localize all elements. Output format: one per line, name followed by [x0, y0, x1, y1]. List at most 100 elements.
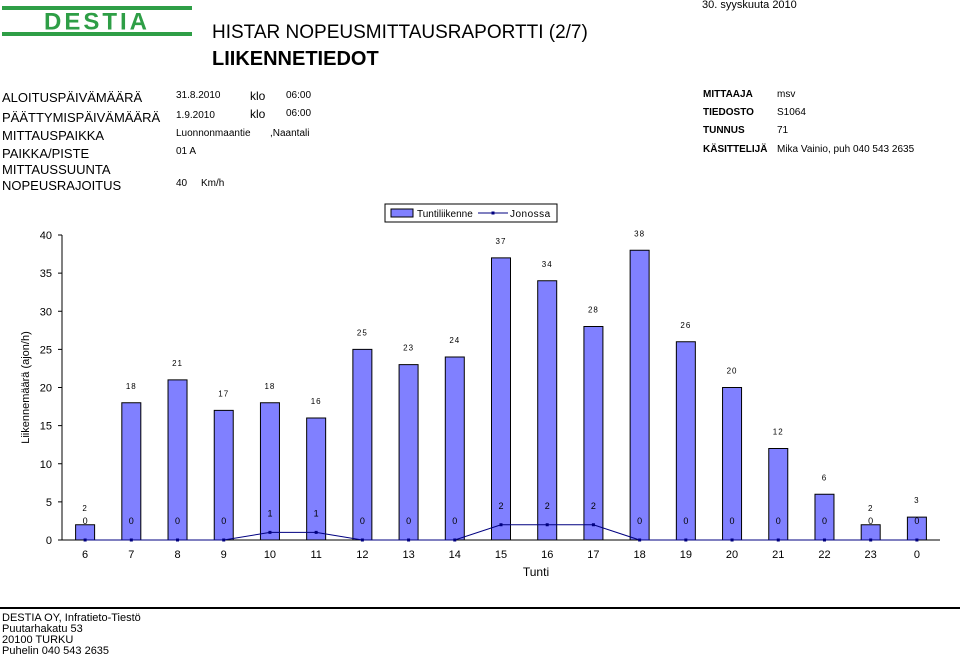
- queue-label: 2: [591, 501, 596, 511]
- bar-14: [444, 356, 465, 541]
- bar-label: 2: [82, 504, 87, 513]
- x-tick-label: 0: [914, 549, 920, 561]
- direction-label: MITTAUSSUUNTA: [2, 162, 111, 177]
- end-time-value: 06:00: [286, 108, 312, 119]
- footer-company: DESTIA OY, Infratieto-Tiestö: [2, 612, 141, 624]
- y-tick-label: 30: [40, 306, 52, 318]
- y-tick-label: 5: [46, 497, 52, 509]
- bar-label: 21: [172, 359, 183, 368]
- y-axis-label: Liikennemäärä (ajon/h): [20, 331, 32, 444]
- queue-label: 0: [360, 516, 365, 526]
- bar-17: [583, 326, 604, 541]
- bar-label: 6: [822, 473, 827, 482]
- bar-23: [860, 524, 881, 541]
- queue-label: 0: [637, 516, 642, 526]
- queue-point: [314, 530, 318, 534]
- x-tick-label: 9: [221, 549, 227, 561]
- speed-limit-unit: Km/h: [201, 178, 225, 189]
- footer-divider: [0, 607, 960, 609]
- queue-point: [591, 523, 595, 527]
- queue-point: [545, 523, 549, 527]
- bar-21: [768, 448, 789, 541]
- queue-label: 0: [822, 516, 827, 526]
- bar-11: [306, 417, 327, 541]
- x-tick-label: 15: [495, 549, 507, 561]
- y-tick-label: 20: [40, 383, 52, 395]
- end-klo-label: klo: [250, 107, 266, 121]
- queue-label: 1: [314, 508, 319, 518]
- file-value: S1064: [777, 107, 806, 118]
- legend-box: [384, 203, 558, 223]
- bar-16: [537, 280, 558, 541]
- end-date-value: 1.9.2010: [176, 110, 215, 121]
- legend-label-bars: Tuntiliikenne: [417, 209, 473, 220]
- bar-label: 25: [357, 328, 368, 337]
- queue-point: [407, 538, 411, 542]
- footer-phone: Puhelin 040 543 2635: [2, 645, 110, 657]
- x-tick-label: 21: [772, 549, 784, 561]
- bar-label: 24: [449, 336, 460, 345]
- queue-point: [869, 538, 873, 542]
- legend-marker-line: [491, 211, 495, 215]
- queue-point: [222, 538, 226, 542]
- id-label: TUNNUS: [703, 125, 745, 136]
- id-value: 71: [777, 125, 789, 136]
- start-time-value: 06:00: [286, 90, 312, 101]
- bar-label: 37: [496, 237, 507, 246]
- queue-point: [822, 538, 826, 542]
- queue-point: [638, 538, 642, 542]
- legend-label-line: Jonossa: [510, 209, 551, 220]
- queue-point: [83, 538, 87, 542]
- place-city: ,Naantali: [270, 128, 310, 139]
- logo-text: DESTIA: [44, 9, 150, 36]
- queue-label: 0: [730, 516, 735, 526]
- legend-swatch-bars: [390, 208, 414, 218]
- queue-point: [776, 538, 780, 542]
- x-tick-label: 12: [356, 549, 368, 561]
- queue-label: 0: [175, 516, 180, 526]
- x-tick-label: 11: [310, 549, 321, 561]
- queue-label: 0: [221, 516, 226, 526]
- x-tick-label: 18: [634, 549, 646, 561]
- x-axis-label: Tunti: [523, 565, 549, 579]
- start-date-label: ALOITUSPÄIVÄMÄÄRÄ: [2, 90, 143, 105]
- x-tick-label: 7: [128, 549, 134, 561]
- queue-label: 0: [868, 516, 873, 526]
- end-date-label: PÄÄTTYMISPÄIVÄMÄÄRÄ: [2, 110, 161, 125]
- x-tick-label: 13: [402, 549, 414, 561]
- report-title: HISTAR NOPEUSMITTAUSRAPORTTI (2/7): [212, 22, 588, 43]
- bar-label: 23: [403, 344, 414, 353]
- queue-point: [684, 538, 688, 542]
- queue-label: 0: [776, 516, 781, 526]
- lane-value: 01 A: [176, 146, 197, 157]
- measurer-value: msv: [777, 89, 796, 100]
- measurer-label: MITTAAJA: [703, 89, 753, 100]
- queue-label: 2: [545, 501, 550, 511]
- bar-12: [352, 348, 373, 541]
- bar-19: [675, 341, 696, 541]
- bar-13: [398, 364, 419, 541]
- y-tick-label: 10: [40, 459, 52, 471]
- queue-point: [360, 538, 364, 542]
- bar-label: 28: [588, 306, 599, 315]
- x-tick-label: 19: [680, 549, 692, 561]
- x-tick-label: 23: [865, 549, 877, 561]
- footer-street: Puutarhakatu 53: [2, 623, 83, 635]
- x-tick-label: 20: [726, 549, 738, 561]
- bar-label: 26: [680, 321, 691, 330]
- bar-label: 3: [914, 496, 919, 505]
- x-tick-label: 16: [541, 549, 553, 561]
- queue-label: 0: [406, 516, 411, 526]
- y-tick-label: 15: [40, 421, 52, 433]
- x-tick-label: 14: [449, 549, 461, 561]
- queue-point: [499, 523, 503, 527]
- x-tick-label: 6: [82, 549, 88, 561]
- x-tick-label: 22: [818, 549, 830, 561]
- bar-15: [491, 257, 511, 541]
- x-tick-label: 10: [264, 549, 276, 561]
- bar-label: 16: [311, 397, 322, 406]
- bar-10: [259, 402, 280, 541]
- bar-label: 2: [868, 504, 873, 513]
- lane-label: PAIKKA/PISTE: [2, 146, 90, 161]
